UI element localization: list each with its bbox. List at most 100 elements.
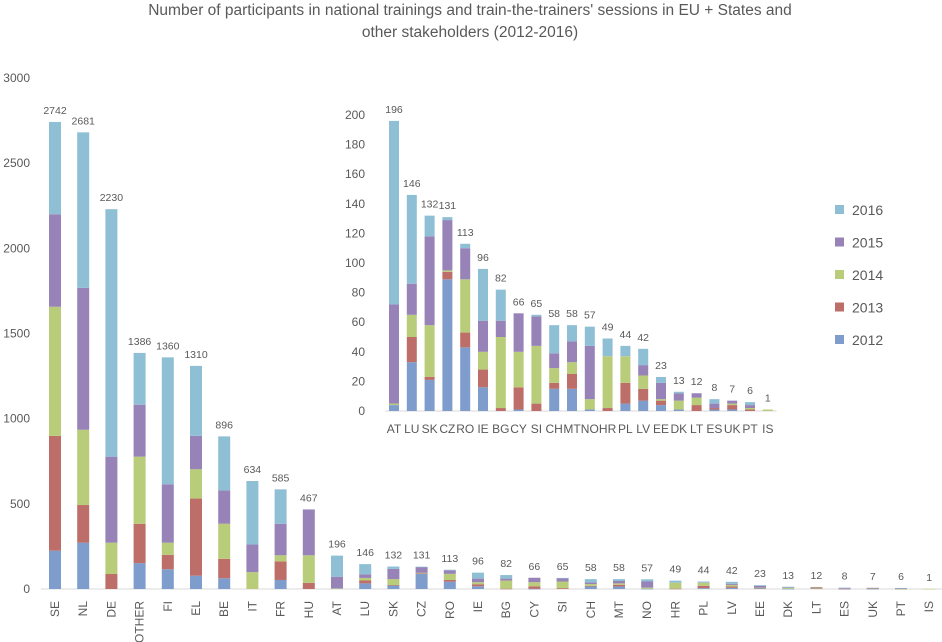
- main-bar-MT-2013: [613, 584, 625, 587]
- main-data-label-FR: 585: [272, 472, 290, 484]
- main-data-label-LV: 42: [726, 565, 738, 577]
- main-bar-RO-2014: [443, 573, 456, 580]
- inset-y-tick-label: 100: [345, 256, 365, 270]
- inset-x-tick-label-MT: MT: [563, 422, 581, 436]
- main-bar-MT-2012: [613, 586, 625, 589]
- legend-swatch-2016: [835, 205, 844, 214]
- main-x-tick-label-CZ: CZ: [415, 601, 429, 617]
- inset-bar-SK-2012: [424, 379, 435, 411]
- inset-y-tick-label: 60: [352, 315, 366, 329]
- main-x-tick-label-PL: PL: [697, 601, 711, 616]
- inset-data-label-IE: 96: [477, 252, 489, 264]
- inset-bar-IE-2013: [478, 369, 488, 388]
- main-data-label-HU: 467: [300, 492, 318, 504]
- main-bar-SE-2016: [49, 121, 61, 215]
- inset-bar-BG-2013: [495, 408, 506, 411]
- inset-bar-NO-2014: [584, 399, 595, 410]
- main-bar-RO-2012: [443, 581, 456, 589]
- main-bar-DK-2014: [782, 587, 795, 589]
- inset-bar-CZ-2012: [442, 279, 453, 411]
- main-data-label-NL: 2681: [72, 115, 96, 127]
- main-bar-SE-2013: [49, 435, 61, 551]
- main-data-label-LT: 12: [811, 570, 823, 582]
- inset-x-tick-label-IE: IE: [477, 422, 488, 436]
- main-bar-PL-2014: [697, 582, 710, 586]
- inset-bar-ES-2015: [709, 403, 720, 409]
- main-bar-DE-2016: [105, 209, 118, 457]
- main-x-tick-label-OTHER: OTHER: [133, 601, 147, 642]
- inset-x-tick-label-HR: HR: [599, 422, 617, 436]
- inset-bar-SK-2016: [424, 215, 435, 237]
- main-data-label-EL: 1310: [184, 349, 208, 361]
- main-bar-OTHER-2012: [133, 563, 146, 589]
- main-x-tick-label-DE: DE: [104, 601, 118, 618]
- inset-bar-CH-2016: [549, 325, 560, 354]
- main-bar-HU-2013: [302, 582, 315, 589]
- main-bar-ES-2015: [838, 588, 851, 589]
- inset-bar-LU-2015: [406, 283, 417, 315]
- main-bar-IE-2013: [472, 584, 484, 587]
- main-bar-MT-2016: [613, 579, 625, 581]
- inset-y-tick-label: 0: [358, 404, 365, 418]
- inset-bar-CY-2012: [513, 409, 524, 411]
- inset-bar-ES-2016: [709, 399, 720, 404]
- main-x-tick-label-BG: BG: [499, 601, 513, 618]
- main-x-tick-label-IE: IE: [471, 601, 485, 612]
- main-bar-NO-2015: [641, 581, 654, 588]
- inset-bar-ES-2012: [709, 409, 720, 411]
- main-bar-FR-2013: [274, 561, 287, 580]
- main-bar-FR-2014: [274, 555, 287, 562]
- inset-bar-RO-2012: [460, 347, 471, 411]
- inset-bar-DK-2015: [673, 393, 684, 401]
- main-bar-BE-2012: [218, 578, 231, 589]
- inset-bar-AT-2012: [389, 405, 399, 411]
- inset-bar-IS-2014: [762, 409, 773, 411]
- main-bar-FI-2013: [161, 554, 174, 570]
- inset-bar-HR-2016: [602, 338, 613, 357]
- legend-label-2014: 2014: [852, 267, 883, 283]
- legend-label-2013: 2013: [852, 300, 883, 316]
- inset-data-label-CZ: 131: [439, 200, 457, 212]
- inset-bar-PT-2014: [745, 408, 755, 410]
- inset-bar-HR-2014: [602, 356, 613, 409]
- main-bar-EL-2013: [190, 498, 202, 576]
- inset-bar-PT-2013: [745, 409, 755, 411]
- main-x-tick-label-LV: LV: [725, 601, 739, 615]
- inset-data-label-ES: 8: [711, 382, 717, 394]
- inset-bar-PL-2014: [620, 356, 631, 383]
- inset-data-label-HR: 49: [602, 321, 614, 333]
- main-bar-BG-2014: [500, 580, 513, 589]
- main-bar-FI-2012: [161, 569, 174, 589]
- inset-bar-LV-2014: [638, 375, 649, 389]
- chart-title-line-2: other stakeholders (2012-2016): [361, 24, 579, 41]
- main-bar-LT-2013: [810, 588, 823, 589]
- inset-bar-LU-2013: [406, 337, 417, 363]
- main-bar-BG-2013: [500, 588, 513, 590]
- legend-label-2012: 2012: [852, 332, 883, 348]
- inset-data-label-AT: 196: [385, 104, 403, 116]
- main-data-label-IT: 634: [244, 464, 262, 476]
- main-bar-IE-2014: [472, 582, 484, 585]
- main-bar-IS-2014: [923, 588, 936, 590]
- main-bar-DE-2013: [105, 574, 118, 589]
- main-bar-NO-2014: [641, 587, 654, 589]
- main-bar-CZ-2016: [415, 566, 428, 568]
- main-bar-RO-2015: [443, 570, 456, 574]
- main-data-label-IE: 96: [472, 556, 484, 568]
- inset-bar-SI-2013: [531, 403, 542, 411]
- main-bar-BG-2015: [500, 578, 513, 581]
- inset-bar-AT-2016: [389, 120, 399, 305]
- inset-bar-MT-2014: [567, 362, 577, 374]
- main-data-label-DE: 2230: [100, 192, 124, 204]
- main-x-tick-label-RO: RO: [443, 601, 457, 619]
- inset-bar-DK-2014: [673, 400, 684, 410]
- inset-bar-EE-2012: [656, 405, 666, 411]
- main-bar-IT-2015: [246, 544, 259, 573]
- inset-data-label-NO: 57: [584, 310, 596, 322]
- main-data-label-MT: 58: [613, 562, 625, 574]
- main-y-tick-label: 2500: [3, 156, 30, 170]
- main-bar-BE-2016: [218, 436, 231, 491]
- main-bar-CH-2015: [584, 582, 597, 585]
- main-data-label-HR: 49: [670, 564, 682, 576]
- main-bar-IE-2016: [472, 572, 484, 579]
